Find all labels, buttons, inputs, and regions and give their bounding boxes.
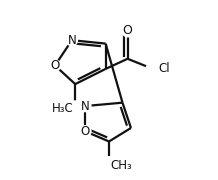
Circle shape: [100, 157, 118, 174]
Text: O: O: [81, 125, 90, 138]
Circle shape: [49, 60, 61, 71]
Circle shape: [67, 101, 84, 118]
Text: N: N: [68, 34, 76, 47]
Circle shape: [123, 27, 133, 37]
Text: O: O: [123, 24, 133, 37]
Circle shape: [66, 35, 77, 46]
Text: N: N: [81, 100, 90, 112]
Text: CH₃: CH₃: [111, 159, 133, 172]
Circle shape: [146, 62, 160, 76]
Circle shape: [80, 100, 91, 112]
Text: H₃C: H₃C: [52, 102, 73, 115]
Circle shape: [80, 126, 91, 137]
Text: O: O: [50, 59, 60, 72]
Text: Cl: Cl: [159, 62, 170, 75]
